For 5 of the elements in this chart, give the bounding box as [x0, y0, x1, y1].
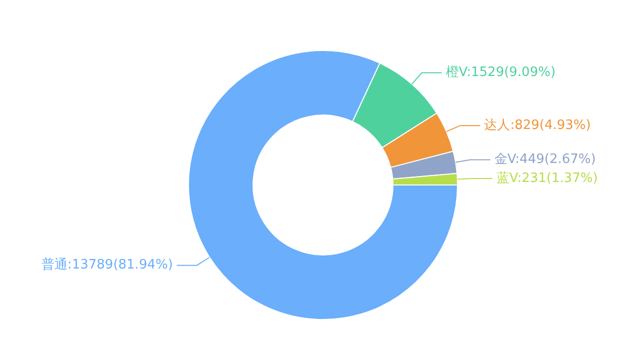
slice-label: 金V:449(2.67%) [494, 152, 596, 168]
slice-label: 蓝V:231(1.37%) [496, 170, 598, 186]
slice-label: 橙V:1529(9.09%) [446, 65, 556, 80]
slice-label: 达人:829(4.93%) [484, 118, 591, 133]
slice-label: 普通:13789(81.94%) [41, 256, 173, 273]
